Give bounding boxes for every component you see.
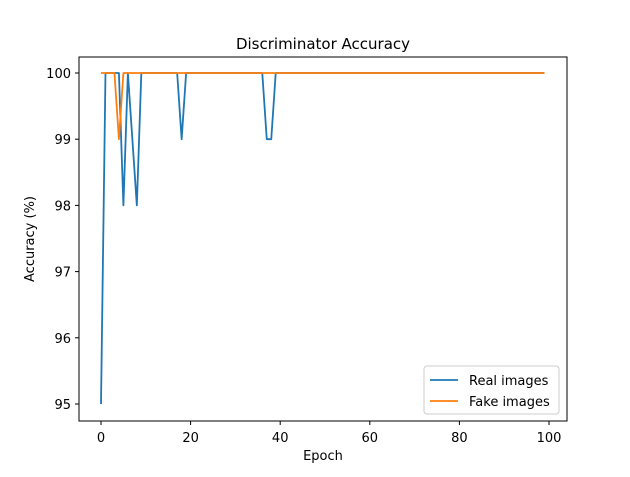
legend-fake-label: Fake images — [469, 395, 550, 410]
y-tick-label: 99 — [54, 133, 71, 148]
chart-title: Discriminator Accuracy — [236, 35, 410, 53]
x-tick-label: 100 — [537, 431, 562, 446]
x-tick-label: 0 — [97, 431, 105, 446]
x-axis-ticks: 0 20 40 60 80 100 — [97, 421, 562, 446]
legend-box — [423, 365, 560, 415]
y-tick-label: 98 — [54, 199, 71, 214]
y-axis-ticks: 95 96 97 98 99 100 — [46, 67, 79, 413]
y-axis-label: Accuracy (%) — [23, 196, 38, 282]
legend-real-label: Real images — [469, 374, 549, 389]
series-line-fake-images — [101, 72, 545, 141]
series-line-real-images — [100, 72, 545, 405]
legend: Real images Fake images — [423, 365, 560, 415]
x-axis-label: Epoch — [303, 449, 343, 464]
x-tick-label: 80 — [451, 431, 468, 446]
axes-frame — [78, 56, 568, 422]
y-tick-label: 97 — [54, 266, 71, 281]
y-tick-label: 96 — [54, 332, 71, 347]
plot-area — [100, 72, 545, 405]
x-tick-label: 60 — [362, 431, 379, 446]
x-tick-label: 40 — [272, 431, 289, 446]
x-tick-label: 20 — [182, 431, 199, 446]
y-tick-label: 100 — [46, 67, 71, 82]
y-tick-label: 95 — [54, 398, 71, 413]
